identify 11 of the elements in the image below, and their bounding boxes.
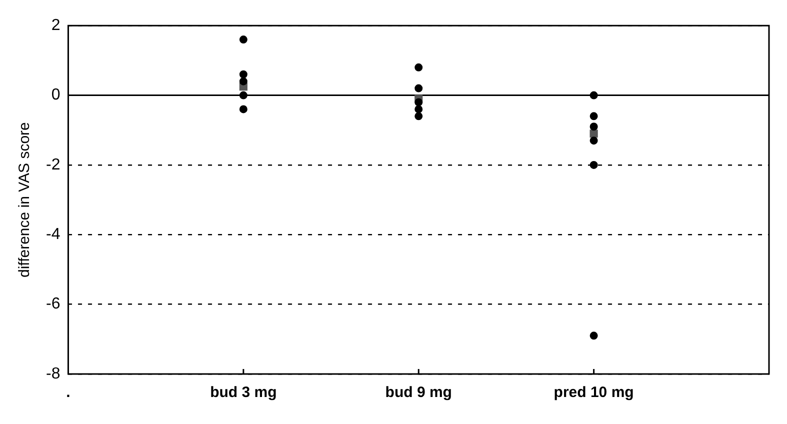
y-tick-label: 0 (51, 86, 60, 104)
x-tick-label: bud 3 mg (210, 384, 277, 402)
y-tick-label: 2 (51, 17, 60, 34)
x-tick-label: pred 10 mg (554, 384, 634, 402)
x-tick-label: . (66, 384, 70, 402)
y-tick-label: -2 (46, 156, 60, 174)
y-tick-label: -8 (46, 365, 60, 382)
y-tick-label: -4 (46, 226, 60, 244)
y-axis-title: difference in VAS score (16, 122, 34, 278)
y-tick-label: -6 (46, 296, 60, 313)
x-tick-label: bud 9 mg (385, 384, 452, 402)
